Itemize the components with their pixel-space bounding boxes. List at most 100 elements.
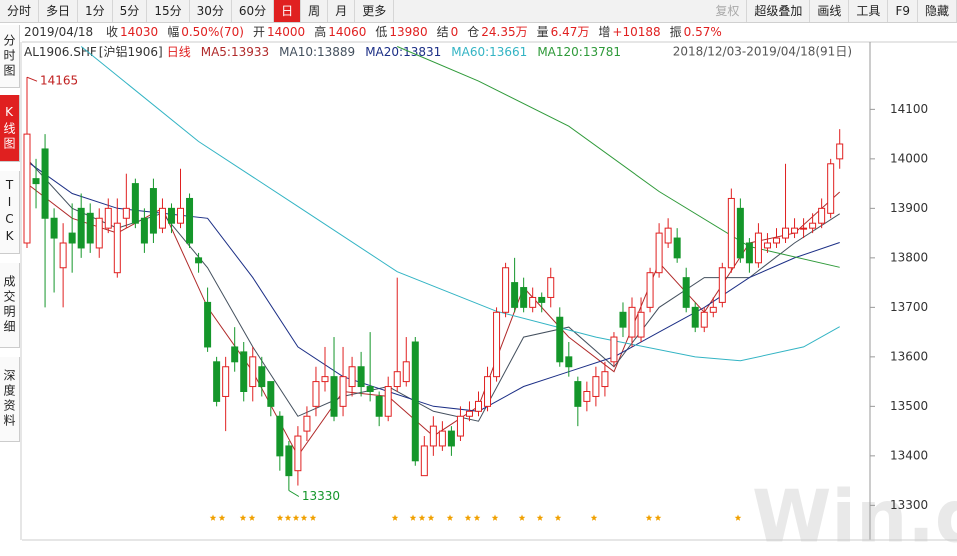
- quote-label: 仓: [467, 25, 480, 39]
- legend-name: [沪铝1906]: [99, 44, 163, 59]
- signal-star: [761, 514, 769, 521]
- candle-body: [131, 183, 139, 224]
- toolbar-button[interactable]: 30分: [190, 0, 232, 22]
- toolbar-button[interactable]: 复权: [708, 0, 748, 22]
- candle-body: [791, 227, 799, 234]
- candle-body: [339, 376, 347, 407]
- quote-label: 低: [375, 25, 388, 39]
- candle-body: [782, 227, 790, 239]
- candle-body: [565, 356, 573, 368]
- legend-entry: MA20:13831: [365, 45, 441, 59]
- signal-star: [554, 514, 562, 521]
- candle-body: [664, 227, 672, 244]
- candle-body: [312, 381, 320, 407]
- quote-line: 2019/04/18 收 14030 幅 0.50%(70) 开 14000 高 14060 低…: [24, 23, 722, 41]
- signal-star: [518, 514, 526, 521]
- candle-body: [321, 376, 329, 383]
- toolbar-button[interactable]: 60分: [232, 0, 275, 22]
- quote-value: 0.57%: [683, 25, 722, 39]
- signal-stars: [209, 514, 769, 521]
- sidebar-tab[interactable]: 深度资料: [0, 357, 20, 442]
- candle-body: [303, 415, 311, 432]
- candle-body: [113, 222, 121, 274]
- sidebar: 分时图 K线图 TICK 成交明细深度资料: [0, 23, 20, 443]
- candle-body: [258, 366, 266, 388]
- toolbar-button[interactable]: 工具: [849, 0, 889, 22]
- sidebar-tab[interactable]: 分时图: [0, 25, 20, 88]
- candle-body: [682, 277, 690, 308]
- sidebar-tab[interactable]: 成交明细: [0, 263, 20, 348]
- toolbar-button[interactable]: 周: [301, 0, 329, 22]
- signal-star: [276, 514, 284, 521]
- candle-body: [827, 163, 835, 214]
- candle-body: [520, 287, 528, 308]
- candle-body: [547, 277, 555, 298]
- quote-value: 14000: [267, 25, 306, 39]
- toolbar-button[interactable]: 隐藏: [918, 0, 957, 22]
- signal-star: [590, 514, 598, 521]
- candle-body: [195, 257, 203, 264]
- toolbar-button[interactable]: 15分: [147, 0, 190, 22]
- annotation-arrow: [26, 76, 38, 82]
- signal-star: [209, 514, 217, 521]
- candle-body: [502, 267, 510, 313]
- quote-value: 14030: [120, 25, 159, 39]
- toolbar-button[interactable]: 5分: [113, 0, 148, 22]
- quote-date: 2019/04/18: [24, 25, 94, 39]
- candle-body: [122, 207, 130, 219]
- signal-star: [218, 514, 226, 521]
- annotation-label: 14165: [40, 74, 78, 88]
- y-tick-label: 14100: [890, 102, 928, 116]
- signal-star: [248, 514, 256, 521]
- signal-star: [300, 514, 308, 521]
- toolbar-button[interactable]: 超级叠加: [747, 0, 811, 22]
- toolbar-button[interactable]: 日: [274, 0, 302, 22]
- candle-body: [538, 296, 546, 303]
- candle-body: [411, 341, 419, 462]
- signal-star: [464, 514, 472, 521]
- quote-value: 6.47万: [550, 25, 590, 39]
- sidebar-tab[interactable]: TICK: [0, 171, 20, 254]
- toolbar-button[interactable]: 分时: [0, 0, 40, 22]
- quote-label: 收: [106, 25, 119, 39]
- annotation-arrow: [288, 490, 300, 497]
- candle-body: [249, 356, 257, 388]
- candle-body: [104, 207, 112, 229]
- toolbar-button[interactable]: 月: [328, 0, 356, 22]
- candle-body: [294, 435, 302, 472]
- candle-body: [32, 178, 40, 185]
- candle-body: [800, 227, 808, 230]
- legend-period: 日线: [167, 45, 191, 59]
- candle-body: [285, 445, 293, 477]
- y-tick-label: 13500: [890, 399, 928, 413]
- candle-body: [366, 386, 374, 392]
- toolbar-button[interactable]: 多日: [39, 0, 79, 22]
- signal-star: [654, 514, 662, 521]
- legend-entry: MA10:13889: [279, 45, 355, 59]
- candle-body: [745, 242, 753, 264]
- candle-body: [809, 222, 817, 229]
- candle-body: [167, 207, 175, 224]
- candle-body: [646, 272, 654, 308]
- candle-body: [574, 381, 582, 407]
- signal-star: [536, 514, 544, 521]
- toolbar-button[interactable]: 1分: [78, 0, 113, 22]
- y-tick-label: 14000: [890, 151, 928, 165]
- quote-value: 0: [450, 25, 459, 39]
- signal-star: [391, 514, 399, 521]
- candle-body: [718, 267, 726, 303]
- candle-body: [149, 188, 157, 234]
- toolbar-button[interactable]: F9: [888, 0, 918, 22]
- toolbar-button[interactable]: 更多: [355, 0, 395, 22]
- signal-star: [418, 514, 426, 521]
- legend-symbol: AL1906.SHF: [24, 45, 97, 59]
- candle-body: [41, 148, 49, 219]
- toolbar-button[interactable]: 画线: [810, 0, 850, 22]
- sidebar-tab[interactable]: K线图: [0, 95, 20, 162]
- quote-value: +10188: [612, 25, 661, 39]
- candle-body: [140, 217, 148, 244]
- candle-body: [348, 366, 356, 388]
- candle-body: [619, 311, 627, 328]
- quote-value: 13980: [389, 25, 428, 39]
